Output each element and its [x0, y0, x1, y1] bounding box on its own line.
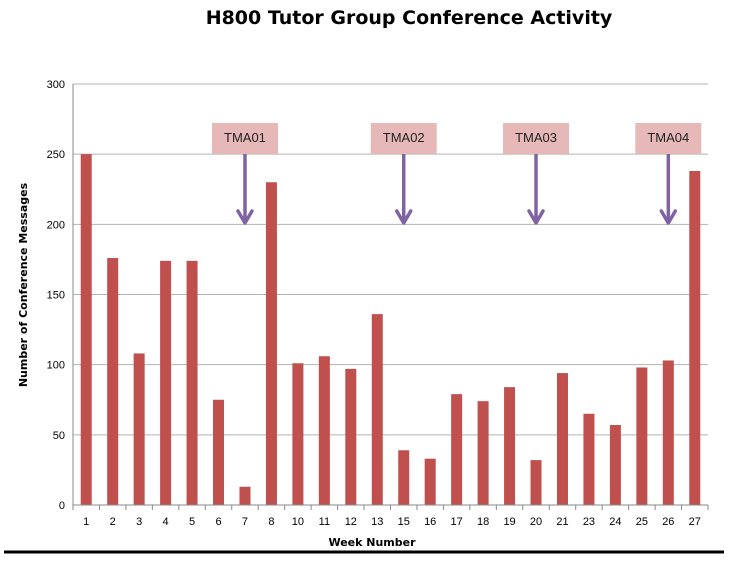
bar [424, 458, 436, 505]
arrow-head [659, 209, 678, 225]
x-tick-label: 8 [268, 516, 274, 528]
x-tick-label: 13 [371, 516, 383, 528]
y-tick-label: 300 [47, 79, 65, 91]
bar [609, 425, 621, 505]
y-tick-label: 150 [47, 290, 65, 302]
x-tick-label: 26 [662, 516, 674, 528]
bar [133, 353, 145, 505]
annotations: TMA01 TMA02 TMA03 TMA04 [211, 123, 702, 225]
x-tick-label: 23 [583, 516, 595, 528]
annotation-box [370, 123, 437, 154]
y-tick-label: 200 [47, 219, 65, 231]
gridlines [73, 83, 708, 436]
bar [239, 486, 251, 505]
bar [477, 401, 489, 505]
x-tick-label: 19 [503, 516, 515, 528]
x-tick-label: 10 [292, 516, 304, 528]
bar [213, 399, 225, 505]
y-axis-label: Number of Conference Messages [17, 182, 30, 387]
x-tick-label: 4 [163, 516, 169, 528]
annotation-box [635, 123, 702, 154]
x-axis-label: Week Number [328, 536, 416, 549]
annotation-label: TMA02 [383, 130, 425, 145]
tma-annotation: TMA04 [635, 123, 702, 225]
x-tick-label: 2 [110, 516, 116, 528]
chart-title: H800 Tutor Group Conference Activity [206, 7, 613, 29]
bar [318, 356, 330, 505]
annotation-label: TMA01 [224, 130, 266, 145]
x-tick-label: 7 [242, 516, 248, 528]
tma-annotation: TMA03 [503, 123, 570, 225]
arrow-head [394, 209, 413, 225]
x-tick-label: 5 [189, 516, 195, 528]
bar [186, 260, 198, 505]
y-tick-labels: 0 50 100 150 200 250 300 [47, 79, 65, 512]
tma-annotation: TMA02 [370, 123, 437, 225]
bars [80, 154, 701, 506]
bar [160, 260, 172, 505]
bar [265, 182, 277, 505]
bar [451, 394, 463, 505]
x-tick-label: 21 [556, 516, 568, 528]
y-tick-label: 100 [47, 360, 65, 372]
y-tick-label: 0 [59, 500, 65, 512]
bar [398, 450, 410, 505]
arrow-head [527, 209, 545, 225]
annotation-box [211, 123, 278, 154]
y-tick-label: 250 [47, 149, 65, 161]
bar [371, 314, 383, 505]
bar [292, 363, 304, 505]
annotation-label: TMA04 [647, 130, 689, 145]
bar [583, 413, 595, 505]
x-tick-label: 27 [689, 516, 701, 528]
x-tick-labels: 1 2 3 4 5 6 7 8 10 11 12 13 15 16 17 18 19 20 21 23 24 25 26 27 [72, 505, 709, 528]
x-tick-label: 20 [530, 516, 542, 528]
bar [80, 154, 92, 505]
bar [345, 368, 357, 505]
annotation-label: TMA03 [515, 130, 557, 145]
annotation-box [503, 123, 570, 154]
y-tick-label: 50 [53, 430, 65, 442]
bar [556, 373, 568, 505]
x-tick-label: 3 [136, 516, 142, 528]
bar [662, 360, 674, 505]
bar [636, 367, 648, 505]
x-tick-label: 25 [636, 516, 648, 528]
x-tick-label: 17 [451, 516, 463, 528]
x-tick-label: 15 [398, 516, 410, 528]
x-tick-label: 16 [424, 516, 436, 528]
x-tick-label: 11 [319, 516, 330, 528]
tma-annotation: TMA01 [211, 123, 278, 225]
x-tick-label: 12 [345, 516, 357, 528]
x-tick-label: 1 [83, 516, 89, 528]
bar [530, 460, 542, 505]
x-tick-label: 6 [215, 516, 221, 528]
bar [107, 258, 119, 505]
bar [689, 171, 701, 506]
x-tick-label: 24 [609, 516, 621, 528]
x-tick-label: 18 [477, 516, 489, 528]
bar [504, 387, 516, 505]
arrow-head [236, 209, 254, 225]
